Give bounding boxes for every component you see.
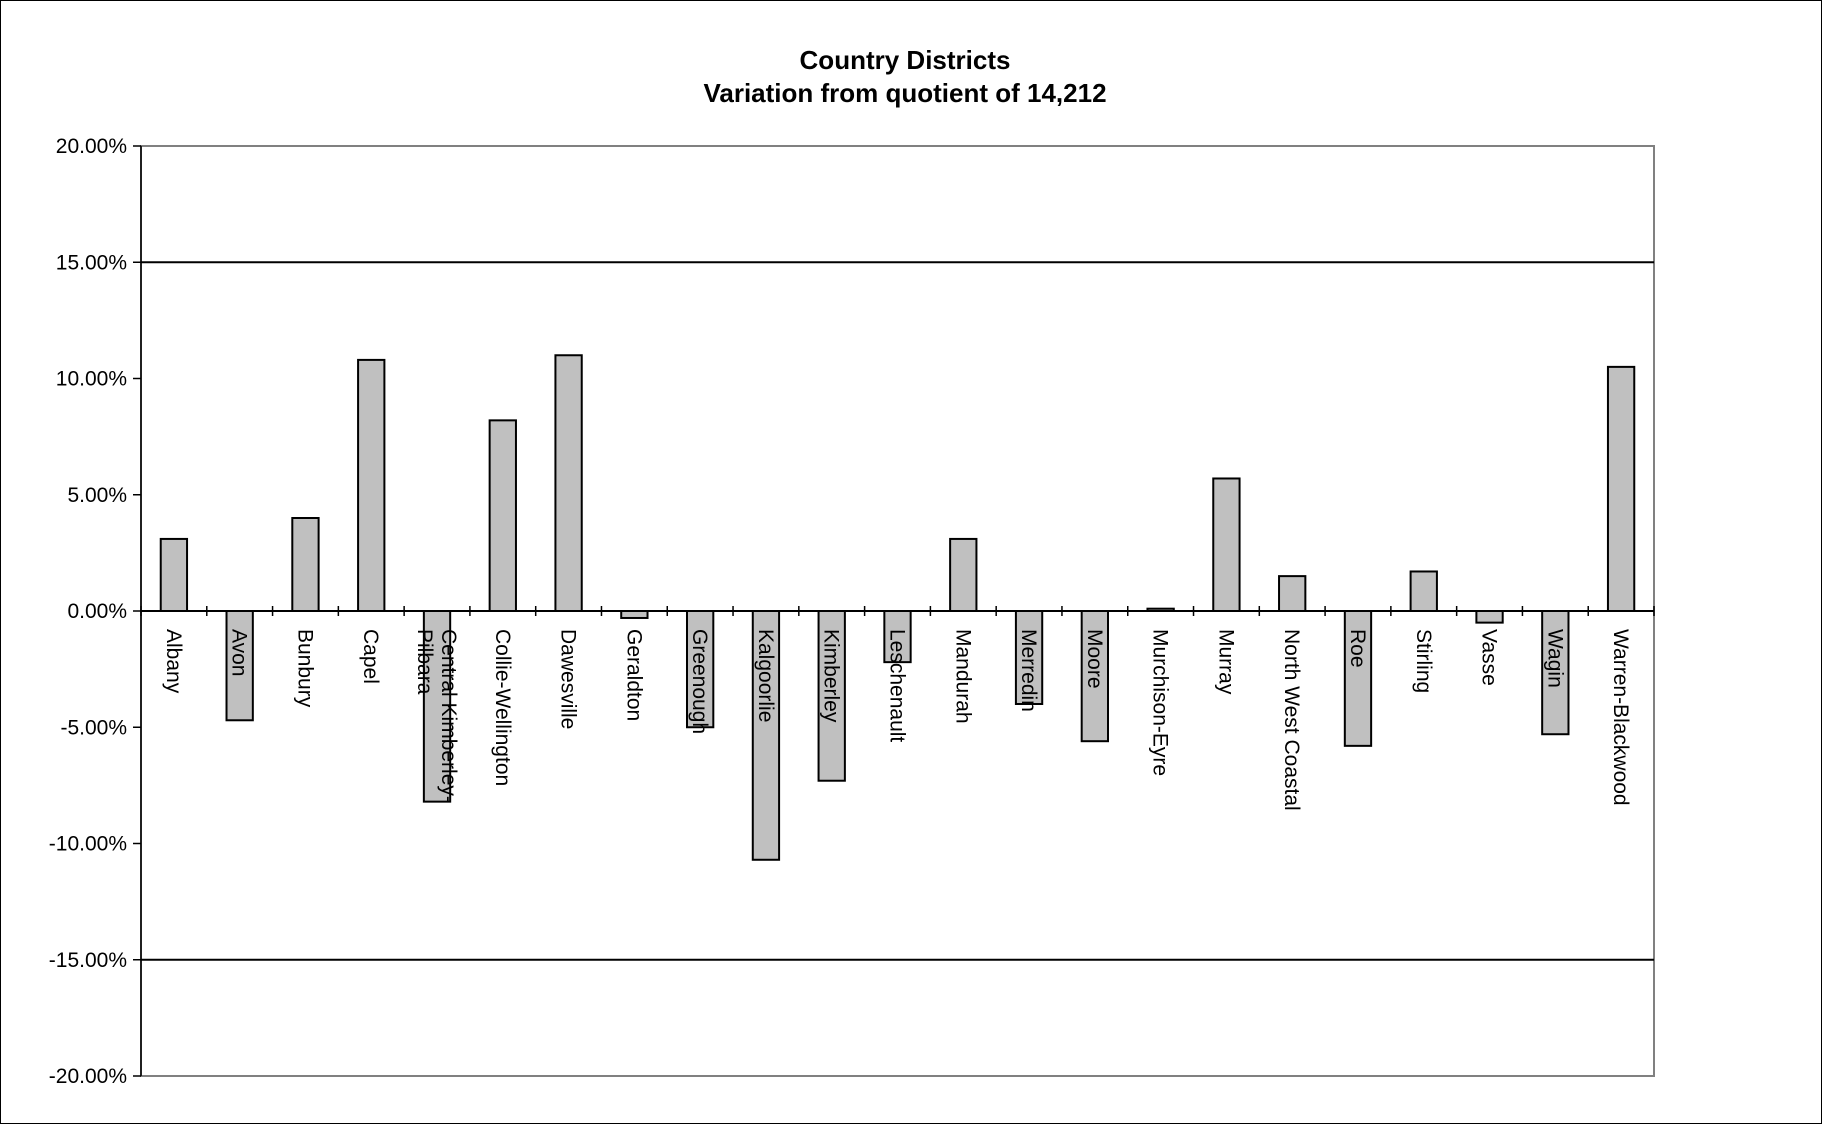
category-label: Warren-Blackwood [1609, 629, 1632, 806]
category-label: Central Kimberley-Pilbara [413, 629, 460, 803]
category-label: Dawesville [557, 629, 580, 729]
bar-collie-wellington [488, 419, 517, 612]
category-label: Moore [1083, 629, 1106, 689]
bar-wagin [1541, 610, 1570, 736]
category-label: Leschenault [886, 629, 909, 742]
category-label: Murray [1214, 629, 1237, 695]
y-tick-label: -10.00% [49, 833, 127, 856]
bar-vasse [1475, 610, 1504, 624]
category-label: Wagin [1543, 629, 1566, 688]
bar-warren-blackwood [1606, 365, 1636, 612]
bar-greenough [685, 610, 715, 729]
category-label: North West Coastal [1280, 629, 1303, 811]
bar-stirling [1409, 570, 1438, 612]
x-axis [140, 606, 1655, 616]
category-label: Avon [228, 629, 251, 677]
y-tick-label: -15.00% [49, 949, 127, 972]
chart-title: Country Districts [800, 45, 1011, 75]
bar-merredin [1014, 610, 1044, 705]
bar-kimberley [817, 610, 846, 782]
category-label: Merredin [1017, 629, 1040, 712]
category-label: Collie-Wellington [491, 629, 514, 786]
category-label: Vasse [1478, 629, 1501, 686]
bar-murray [1212, 477, 1241, 612]
category-label: Stirling [1412, 629, 1435, 693]
y-tick-label: -20.00% [49, 1065, 127, 1088]
bar-dawesville [554, 354, 583, 612]
category-label: Geraldton [622, 629, 645, 721]
category-label: Capel [359, 629, 382, 684]
category-label: Murchison-Eyre [1149, 629, 1172, 776]
category-label: Kimberley [820, 629, 843, 723]
category-label: Bunbury [293, 629, 316, 708]
chart-subtitle: Variation from quotient of 14,212 [703, 78, 1106, 108]
category-labels: Albany Avon Bunbury Capel Central Kimberley-… [162, 629, 1632, 811]
category-label: Greenough [688, 629, 711, 734]
y-tick-label: -5.00% [60, 716, 127, 739]
category-label: Roe [1346, 629, 1369, 668]
bar-bunbury [291, 517, 320, 612]
category-label: Mandurah [951, 629, 974, 724]
bars [159, 354, 1636, 861]
y-tick-label: 5.00% [67, 484, 127, 507]
bar-moore [1080, 610, 1110, 743]
y-tick-label: 20.00% [56, 135, 127, 158]
bar-north-west-coastal [1278, 575, 1307, 612]
y-tick-label: 10.00% [56, 368, 127, 391]
y-tick-label: 15.00% [56, 251, 127, 274]
y-tick-label: 0.00% [67, 600, 127, 623]
bar-avon [225, 610, 254, 722]
reference-lines [141, 261, 1654, 961]
y-axis: 20.00% 15.00% 10.00% 5.00% 0.00% -5.00% -10.00… [49, 135, 142, 1088]
bar-albany [159, 537, 189, 612]
bar-geraldton [620, 610, 649, 619]
category-label: Kalgoorlie [754, 629, 777, 722]
bar-mandurah [949, 537, 978, 612]
bar-capel [357, 358, 386, 612]
category-label: Albany [162, 629, 185, 694]
